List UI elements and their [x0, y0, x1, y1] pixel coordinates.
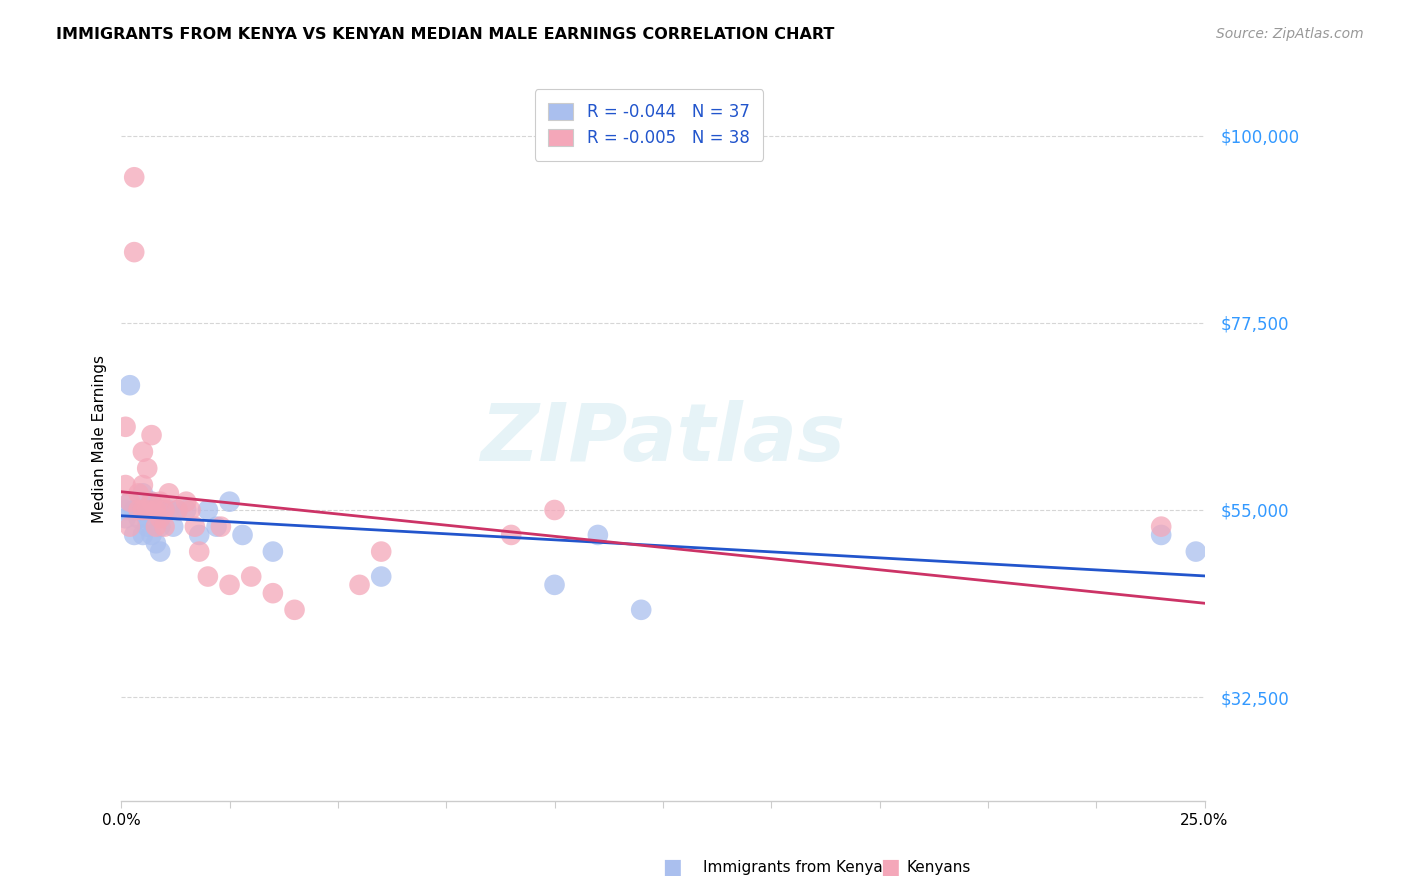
Point [114, 419, 136, 434]
Point [141, 494, 163, 508]
Point [501, 528, 523, 542]
Point [209, 519, 232, 533]
Point [149, 511, 172, 525]
Point [145, 519, 167, 533]
Point [1185, 544, 1208, 558]
Text: Immigrants from Kenya: Immigrants from Kenya [703, 860, 883, 874]
Point [180, 503, 202, 517]
Point [132, 444, 155, 458]
Point [1150, 519, 1173, 533]
Legend: R = -0.044   N = 37, R = -0.005   N = 38: R = -0.044 N = 37, R = -0.005 N = 38 [536, 89, 763, 161]
Point [128, 511, 150, 525]
Point [153, 519, 176, 533]
Point [149, 494, 172, 508]
Text: Source: ZipAtlas.com: Source: ZipAtlas.com [1216, 27, 1364, 41]
Point [370, 569, 392, 583]
Point [122, 503, 145, 517]
Point [543, 503, 565, 517]
Point [218, 494, 240, 508]
Point [118, 378, 141, 392]
Text: ■: ■ [880, 857, 900, 877]
Point [118, 519, 141, 533]
Point [114, 503, 136, 517]
Text: ZIPatlas: ZIPatlas [481, 401, 845, 478]
Point [128, 503, 150, 517]
Point [197, 503, 219, 517]
Point [157, 503, 180, 517]
Point [141, 528, 163, 542]
Point [136, 519, 159, 533]
Point [122, 245, 145, 260]
Point [630, 603, 652, 617]
Point [132, 486, 155, 500]
Point [262, 586, 284, 600]
Point [145, 503, 167, 517]
Point [370, 544, 392, 558]
Point [132, 528, 155, 542]
Point [153, 503, 176, 517]
Point [122, 170, 145, 185]
Point [218, 578, 240, 592]
Point [205, 519, 228, 533]
Point [184, 519, 207, 533]
Point [166, 503, 188, 517]
Text: IMMIGRANTS FROM KENYA VS KENYAN MEDIAN MALE EARNINGS CORRELATION CHART: IMMIGRANTS FROM KENYA VS KENYAN MEDIAN M… [56, 27, 835, 42]
Point [153, 503, 176, 517]
Point [128, 486, 150, 500]
Point [136, 461, 159, 475]
Point [118, 494, 141, 508]
Point [141, 428, 163, 442]
Point [197, 569, 219, 583]
Point [136, 511, 159, 525]
Point [114, 478, 136, 492]
Point [132, 503, 155, 517]
Point [145, 536, 167, 550]
Point [157, 486, 180, 500]
Point [174, 503, 197, 517]
Point [586, 528, 609, 542]
Point [162, 519, 184, 533]
Text: Kenyans: Kenyans [907, 860, 972, 874]
Point [174, 494, 197, 508]
Point [349, 578, 371, 592]
Point [262, 544, 284, 558]
Point [141, 494, 163, 508]
Y-axis label: Median Male Earnings: Median Male Earnings [93, 355, 107, 524]
Point [188, 544, 211, 558]
Text: ■: ■ [662, 857, 682, 877]
Point [240, 569, 263, 583]
Point [136, 503, 159, 517]
Point [166, 503, 188, 517]
Point [132, 503, 155, 517]
Point [1150, 528, 1173, 542]
Point [136, 503, 159, 517]
Point [149, 544, 172, 558]
Point [543, 578, 565, 592]
Point [122, 528, 145, 542]
Point [128, 503, 150, 517]
Point [114, 511, 136, 525]
Point [283, 603, 305, 617]
Point [149, 519, 172, 533]
Point [145, 503, 167, 517]
Point [232, 528, 254, 542]
Point [118, 494, 141, 508]
Point [188, 528, 211, 542]
Point [132, 478, 155, 492]
